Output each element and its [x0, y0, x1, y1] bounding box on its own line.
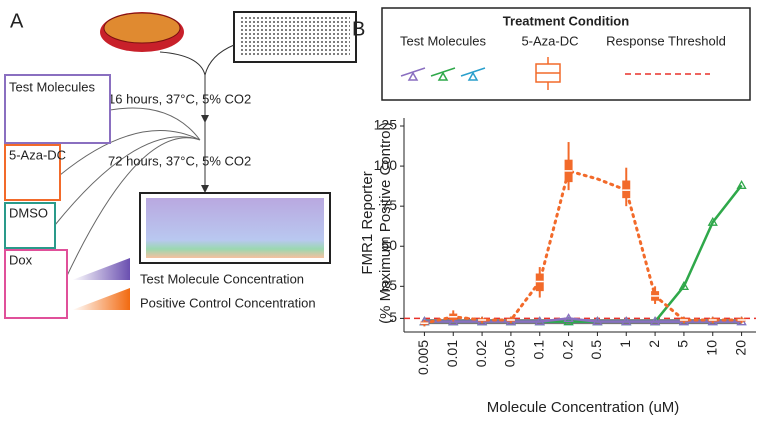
point: [707, 216, 718, 226]
series-line: [422, 169, 744, 325]
legend-label: 5-Aza-DC: [521, 33, 578, 48]
point: [736, 180, 747, 189]
input-label: DMSO: [9, 205, 48, 220]
x-tick-label: 20: [732, 340, 748, 356]
y-tick-label: 25: [381, 277, 397, 293]
point: [448, 316, 459, 326]
arrow: [159, 44, 235, 190]
y-tick-label: 50: [381, 237, 397, 253]
step-label: 72 hours, 37°C, 5% CO2: [108, 153, 251, 168]
arrow: [54, 107, 201, 281]
x-axis-label: Molecule Concentration (uM): [487, 399, 680, 416]
wells: [240, 17, 350, 57]
input-label: Test Molecules: [9, 79, 95, 94]
legend-title: Treatment Condition: [503, 13, 629, 28]
gradient-label: Positive Control Concentration: [140, 295, 316, 310]
x-tick-label: 0.5: [588, 340, 604, 360]
x-tick-label: 5: [675, 340, 691, 348]
legend-box: [381, 7, 751, 101]
box: [535, 273, 544, 292]
point: [621, 316, 632, 326]
point: [592, 316, 603, 326]
legend-symbol: [460, 67, 486, 81]
x-tick-label: 0.1: [530, 340, 546, 360]
x-tick-label: 0.2: [559, 340, 575, 360]
legend-label: Test Molecules: [400, 33, 486, 48]
legend-symbol: [400, 67, 426, 81]
x-tick-label: 2: [646, 340, 662, 348]
step-label: 16 hours, 37°C, 5% CO2: [108, 91, 251, 106]
plate-wells: [146, 198, 324, 258]
gradient: [72, 288, 130, 310]
x-tick-label: 10: [703, 340, 719, 356]
y-axis-label: (% Maximum Positive Control): [377, 122, 394, 324]
legend-label: Response Threshold: [606, 33, 726, 48]
input-box: [4, 249, 68, 319]
panel-label: B: [352, 18, 365, 40]
cells: [103, 12, 181, 44]
point: [649, 316, 661, 326]
input-box: [4, 144, 61, 201]
y-axis-label: FMR1 Reporter: [359, 171, 376, 274]
panel-a: A 16 hours, 37°C, 5% CO2 72 hours, 37°C,…: [4, 10, 357, 319]
x-tick-label: 0.05: [502, 340, 518, 367]
panel-label: A: [10, 10, 24, 32]
gradient-label: Test Molecule Concentration: [140, 271, 304, 286]
series-line: [424, 184, 743, 323]
y-tick-label: 75: [381, 197, 397, 213]
y-tick-label: 100: [374, 157, 398, 173]
input-label: 5-Aza-DC: [9, 147, 66, 162]
point: [534, 316, 545, 326]
box: [622, 180, 631, 199]
x-tick-label: 0.01: [444, 340, 460, 367]
legend-symbol: [430, 67, 456, 81]
arrowhead: [201, 115, 209, 193]
input-label: Dox: [9, 252, 33, 267]
x-tick-label: 0.005: [415, 340, 431, 375]
point: [563, 313, 574, 323]
y-tick-label: 125: [374, 117, 398, 133]
point: [678, 281, 690, 290]
x-tick-label: 1: [617, 340, 633, 348]
gradient: [72, 258, 130, 280]
input-box: [4, 74, 111, 144]
input-box: [4, 202, 56, 249]
x-tick-label: 0.02: [473, 340, 489, 367]
series-line: [424, 317, 742, 323]
y-tick-label: 5: [389, 309, 397, 325]
